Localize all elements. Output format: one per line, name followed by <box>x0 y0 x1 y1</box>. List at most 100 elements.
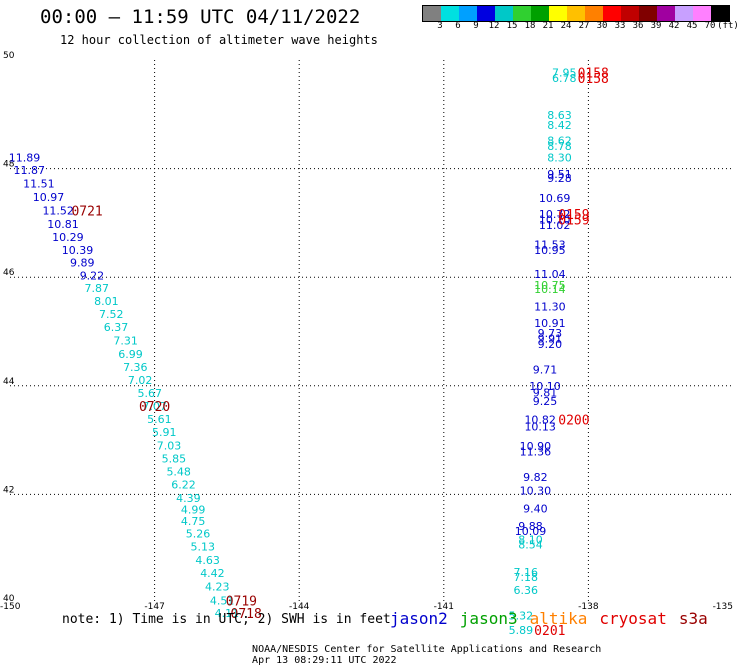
swh-color-scale-labels: 3 6 9 12 15 18 21 24 27 30 33 36 39 42 45 70 (ft) <box>422 21 740 33</box>
color-scale-label: 45 <box>686 21 698 31</box>
mission-legend-s3a: s3a <box>678 609 708 628</box>
color-scale-label: 36 <box>632 21 644 31</box>
swh-data-label: 9.91 <box>538 333 563 346</box>
swh-data-label: 7.95 <box>552 66 577 79</box>
swh-data-label: 4.42 <box>200 567 225 580</box>
color-scale-label: 33 <box>614 21 626 31</box>
color-scale-swatch <box>711 6 729 21</box>
x-tick-label: -135 <box>713 602 733 612</box>
swh-data-label: 7.36 <box>123 361 148 374</box>
color-scale-label: 30 <box>596 21 608 31</box>
swh-data-label: 10.29 <box>52 231 84 244</box>
x-tick-label: -144 <box>289 602 310 612</box>
swh-data-label: 10.14 <box>534 283 566 296</box>
swh-data-label: 10.09 <box>515 525 547 538</box>
swh-data-label: 7.16 <box>513 566 538 579</box>
swh-data-label: 10.91 <box>534 317 566 330</box>
swh-data-label: 6.37 <box>104 321 129 334</box>
color-scale-label: (ft) <box>717 21 739 31</box>
color-scale-swatch <box>549 6 567 21</box>
color-scale-label: 21 <box>542 21 554 31</box>
swh-data-label: 7.18 <box>513 571 538 584</box>
swh-data-label: 9.73 <box>538 327 563 340</box>
swh-data-label: 10.70 <box>539 214 571 227</box>
swh-data-label: 6.99 <box>118 348 143 361</box>
swh-data-label: 11.51 <box>23 177 55 190</box>
swh-data-label: 7.87 <box>85 282 110 295</box>
swh-data-label: 8.78 <box>547 140 572 153</box>
color-scale-swatch <box>675 6 693 21</box>
swh-data-label: 4.51 <box>210 594 235 607</box>
x-tick-label: -147 <box>144 602 164 612</box>
color-scale-swatch <box>531 6 549 21</box>
y-tick-label: 40 <box>3 594 15 604</box>
swh-data-label: 11.87 <box>14 164 46 177</box>
color-scale-label: 70 <box>704 21 716 31</box>
swh-data-label: 5.91 <box>152 426 177 439</box>
color-scale-swatch <box>603 6 621 21</box>
color-scale-swatch <box>441 6 459 21</box>
x-tick-label: -141 <box>434 602 454 612</box>
altimeter-plot: -150 -147 -144 -141 -138 -135 40 42 44 46 48 50 11.8… <box>0 51 733 639</box>
x-tick-label: -150 <box>0 602 21 612</box>
swh-data-label: 8.10 <box>518 533 543 546</box>
color-scale-swatch <box>639 6 657 21</box>
swh-data-label: 10.72 <box>539 208 571 221</box>
swh-data-label: 11.52 <box>42 204 74 217</box>
pass-time-label: 0720 <box>139 400 170 415</box>
swh-data-label: 5.89 <box>509 624 534 637</box>
color-scale-label: 27 <box>578 21 590 31</box>
y-tick-label: 42 <box>3 485 14 495</box>
swh-data-label: 5.67 <box>138 387 163 400</box>
swh-data-label: 8.30 <box>547 152 572 165</box>
swh-data-label: 10.39 <box>62 244 94 257</box>
pass-time-label: 0718 <box>231 607 262 622</box>
color-scale-label: 24 <box>560 21 572 31</box>
swh-data-label: 10.81 <box>47 218 79 231</box>
color-scale-swatch <box>477 6 495 21</box>
swh-data-label: 10.90 <box>520 440 552 453</box>
color-scale-label: 6 <box>455 21 461 31</box>
swh-data-label: 5.32 <box>509 609 534 622</box>
units-note: note: 1) Time is in UTC; 2) SWH is in fe… <box>62 612 391 627</box>
swh-data-label: 11.30 <box>534 301 566 314</box>
swh-data-label: 5.61 <box>147 413 172 426</box>
chart-title: 00:00 – 11:59 UTC 04/11/2022 <box>40 6 361 28</box>
swh-data-label: 10.30 <box>520 485 552 498</box>
color-scale-swatch <box>693 6 711 21</box>
mission-legend-jason3: jason3 <box>459 609 518 628</box>
swh-data-label: 11.89 <box>9 152 41 165</box>
swh-data-label: 4.63 <box>195 554 220 567</box>
swh-data-label: 5.48 <box>166 466 191 479</box>
pass-time-label: 0158 <box>578 72 609 87</box>
swh-data-label: 7.31 <box>113 335 138 348</box>
swh-data-label: 7.07 <box>142 400 167 413</box>
swh-data-label: 4.75 <box>181 515 206 528</box>
pass-time-label: 0200 <box>558 413 589 428</box>
mission-legend-cryosat: cryosat <box>599 609 667 628</box>
swh-data-label: 5.85 <box>162 453 187 466</box>
color-scale-label: 18 <box>524 21 536 31</box>
color-scale-label: 39 <box>650 21 662 31</box>
swh-data-label: 8.01 <box>94 295 119 308</box>
color-scale-swatch <box>567 6 585 21</box>
mission-legend: jason2 jason3 altika cryosat s3a <box>390 609 720 628</box>
swh-data-label: 4.99 <box>181 504 206 517</box>
swh-data-label: 9.25 <box>533 395 558 408</box>
swh-data-label: 7.52 <box>99 308 124 321</box>
y-tick-label: 46 <box>3 268 15 278</box>
swh-data-label: 5.26 <box>186 527 211 540</box>
color-scale-swatch <box>621 6 639 21</box>
swh-data-label: 9.20 <box>538 338 563 351</box>
color-scale-swatch <box>495 6 513 21</box>
swh-data-label: 8.62 <box>547 134 572 147</box>
swh-data-label: 6.36 <box>513 584 538 597</box>
swh-data-label: 11.04 <box>534 268 566 281</box>
swh-data-label: 6.78 <box>552 72 577 85</box>
swh-data-label: 4.39 <box>176 492 201 505</box>
color-scale-label: 3 <box>437 21 443 31</box>
swh-data-label: 9.28 <box>547 172 572 185</box>
swh-data-label: 10.97 <box>33 191 65 204</box>
pass-time-label: 0159 <box>558 208 589 223</box>
swh-data-label: 11.02 <box>539 219 571 232</box>
